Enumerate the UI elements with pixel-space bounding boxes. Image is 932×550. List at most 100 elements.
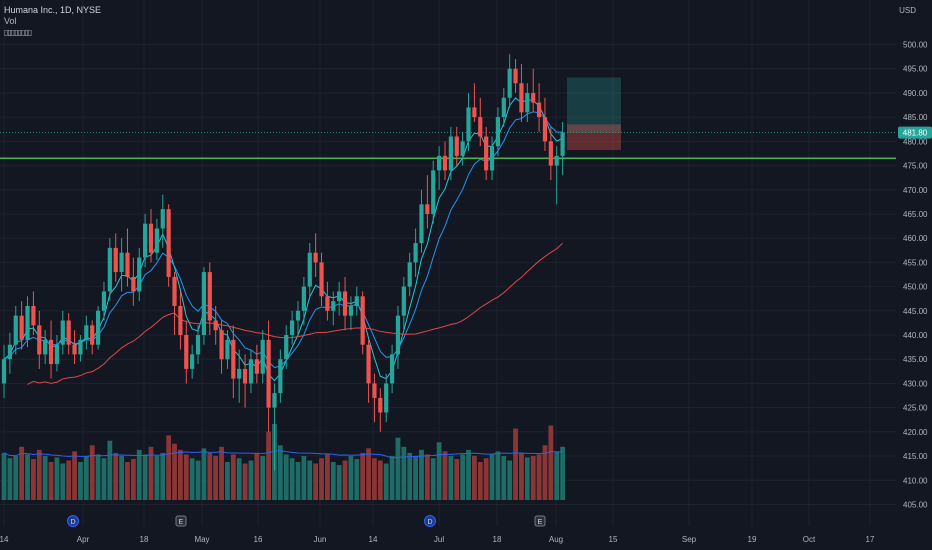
candle-body [478,117,483,137]
candle [372,373,377,423]
candle-body [201,272,207,336]
candle-body [395,315,401,355]
volume-bar [536,454,542,500]
volume-bar [554,451,560,500]
volume-bar [48,462,54,500]
y-tick-label: 490.00 [903,89,928,98]
candle [342,276,348,331]
chart-grid [0,0,896,526]
candle-body [84,325,89,340]
volume-bar [354,458,360,500]
volume-bar [42,455,48,500]
y-tick-label: 475.00 [903,162,928,171]
volume-bar [466,449,471,500]
candle-body [95,310,101,345]
y-tick-label: 435.00 [903,355,928,364]
candle [43,330,48,365]
volume-legend[interactable]: Vol [4,16,17,26]
volume-bar [201,448,207,500]
candle [354,286,359,316]
candle [119,238,124,292]
chart-title[interactable]: Humana Inc., 1D, NYSE [4,5,102,15]
candle-body [278,359,283,394]
y-tick-label: 415.00 [903,452,928,461]
candle [419,189,424,253]
candle-body [313,252,318,263]
event-label: E [538,519,543,526]
volume-bar [19,446,25,500]
candle [13,305,18,355]
volume-bar [489,454,495,500]
x-tick-label: 14 [369,535,378,544]
candle [448,126,453,181]
candle-body [542,117,548,142]
volume-bars [1,424,565,500]
candle [301,276,306,326]
candle [1,344,7,398]
volume-bar [277,445,283,500]
candle [554,146,559,205]
candle-body [372,383,377,398]
candle [513,59,518,93]
candle-body [160,209,165,229]
candle [84,315,89,350]
candle-body [407,262,412,287]
candle [489,136,495,181]
candle-body [401,286,406,316]
candle-body [525,92,530,113]
candle [213,305,218,345]
candle-body [231,339,236,379]
y-tick-label: 465.00 [903,210,928,219]
candle-body [348,305,354,316]
candle-body [484,136,489,171]
candle-body [460,141,465,156]
volume-bar [513,428,518,500]
volume-bar [195,460,201,500]
indicator-legend[interactable]: ▯▯▯▯▯▯▯▯ [4,28,32,37]
volume-bar [248,460,254,500]
candle-body [495,117,501,147]
candle-body [78,339,83,355]
volume-bar [383,463,389,500]
currency-label: USD [899,6,916,15]
y-tick-label: 430.00 [903,379,928,388]
volume-bar [254,452,260,500]
candle [495,107,501,156]
volume-bar [66,460,72,500]
candle-body [43,339,48,355]
candle-body [254,359,259,374]
candle [401,276,406,331]
candle [337,281,342,316]
volume-bar [7,458,13,500]
candle-body [148,223,154,253]
candle-body [72,344,77,355]
volume-bar [413,455,418,500]
volume-bar [25,454,30,500]
volume-bar [377,460,383,500]
candle [137,247,142,302]
x-tick-label: May [194,535,209,544]
x-tick-label: 17 [866,535,875,544]
candle [325,281,330,321]
candle-body [131,276,136,292]
y-tick-label: 405.00 [903,500,928,509]
candle-body [378,397,383,413]
candle [278,349,283,403]
candle-body [384,383,389,413]
position-tool [0,77,896,151]
volume-bar [89,445,95,500]
volume-bar [13,455,19,500]
volume-bar [166,435,172,500]
volume-bar [283,454,289,500]
volume-bar [125,462,130,500]
volume-bar [301,455,307,500]
dividend-marker: D [67,515,79,527]
volume-bar [313,463,319,500]
sma-slow-line [27,242,563,385]
candle-body [548,141,553,166]
candle [348,296,354,331]
volume-bar [295,462,301,500]
x-tick-label: Sep [682,535,697,544]
